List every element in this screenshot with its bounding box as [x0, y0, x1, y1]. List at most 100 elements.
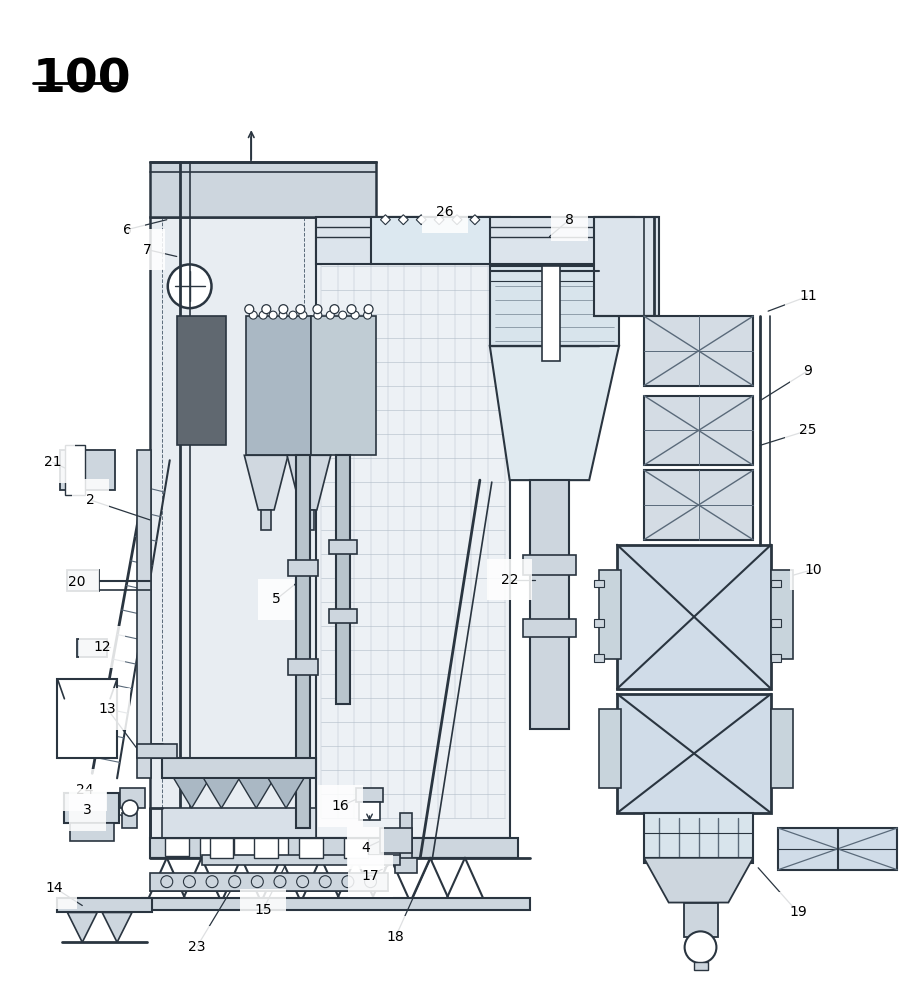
- Bar: [264, 838, 288, 856]
- Polygon shape: [380, 215, 390, 225]
- Circle shape: [314, 311, 322, 319]
- Bar: [644, 396, 753, 465]
- Polygon shape: [238, 778, 274, 808]
- Bar: [594, 217, 659, 316]
- Bar: [150, 162, 376, 217]
- Bar: [316, 217, 634, 264]
- Bar: [288, 659, 318, 675]
- Bar: [400, 813, 412, 863]
- Bar: [137, 744, 177, 758]
- Bar: [771, 654, 781, 662]
- Bar: [288, 560, 318, 576]
- Bar: [396, 858, 418, 873]
- Bar: [380, 828, 412, 853]
- Text: 4: 4: [361, 841, 370, 855]
- Circle shape: [278, 305, 288, 314]
- Text: 100: 100: [33, 58, 131, 103]
- Bar: [644, 316, 753, 386]
- Bar: [150, 217, 316, 838]
- Circle shape: [299, 311, 307, 319]
- Polygon shape: [68, 912, 97, 942]
- Polygon shape: [452, 215, 462, 225]
- Text: 6: 6: [123, 223, 132, 237]
- Polygon shape: [245, 455, 288, 510]
- Bar: [77, 639, 107, 657]
- Bar: [255, 838, 278, 858]
- Bar: [771, 619, 781, 627]
- Bar: [142, 898, 529, 910]
- Bar: [644, 813, 753, 863]
- Circle shape: [245, 305, 254, 314]
- Bar: [683, 903, 718, 937]
- Polygon shape: [644, 858, 753, 903]
- Bar: [120, 788, 145, 808]
- Text: 5: 5: [272, 592, 280, 606]
- Text: 15: 15: [255, 903, 272, 917]
- Bar: [58, 679, 117, 758]
- Text: 26: 26: [436, 205, 454, 219]
- Text: 22: 22: [501, 573, 518, 587]
- Text: 7: 7: [143, 243, 151, 257]
- Circle shape: [259, 311, 267, 319]
- Bar: [261, 510, 271, 530]
- Bar: [165, 838, 189, 856]
- Text: 17: 17: [362, 869, 379, 883]
- Circle shape: [269, 311, 278, 319]
- Text: 14: 14: [46, 881, 63, 895]
- Polygon shape: [434, 215, 444, 225]
- Polygon shape: [174, 778, 210, 808]
- Circle shape: [289, 311, 297, 319]
- Bar: [344, 838, 367, 858]
- Bar: [599, 709, 621, 788]
- Bar: [617, 545, 771, 689]
- Polygon shape: [203, 778, 239, 808]
- Bar: [542, 266, 561, 361]
- Text: 9: 9: [803, 364, 812, 378]
- Bar: [71, 823, 114, 841]
- Text: 13: 13: [98, 702, 116, 716]
- Circle shape: [326, 311, 334, 319]
- Polygon shape: [268, 778, 304, 808]
- Circle shape: [684, 931, 716, 963]
- Bar: [329, 540, 356, 554]
- Bar: [371, 217, 490, 264]
- Bar: [529, 480, 570, 729]
- Bar: [358, 802, 380, 820]
- Bar: [693, 962, 708, 970]
- Circle shape: [364, 311, 372, 319]
- Text: 20: 20: [68, 575, 85, 589]
- Circle shape: [168, 264, 212, 308]
- Text: 23: 23: [188, 940, 205, 954]
- Circle shape: [279, 311, 287, 319]
- Circle shape: [351, 311, 359, 319]
- Text: 18: 18: [387, 930, 404, 944]
- Bar: [355, 788, 384, 802]
- Polygon shape: [416, 215, 426, 225]
- Bar: [599, 570, 621, 659]
- Bar: [490, 266, 619, 346]
- Bar: [771, 580, 781, 587]
- Text: 16: 16: [332, 799, 350, 813]
- Circle shape: [122, 800, 138, 816]
- Bar: [210, 838, 234, 858]
- Polygon shape: [398, 215, 409, 225]
- Bar: [644, 470, 753, 540]
- Bar: [594, 654, 605, 662]
- Bar: [202, 855, 400, 865]
- Bar: [523, 555, 576, 575]
- Bar: [150, 838, 518, 858]
- Bar: [162, 808, 316, 838]
- Text: 2: 2: [86, 493, 94, 507]
- Bar: [65, 445, 85, 495]
- Text: 24: 24: [75, 783, 93, 797]
- Bar: [58, 898, 152, 912]
- Bar: [296, 455, 310, 828]
- Bar: [778, 828, 898, 870]
- Bar: [68, 570, 99, 591]
- Bar: [122, 813, 137, 828]
- Bar: [177, 316, 226, 445]
- Bar: [523, 619, 576, 637]
- Polygon shape: [103, 912, 132, 942]
- Text: 19: 19: [789, 905, 807, 919]
- Bar: [617, 694, 771, 813]
